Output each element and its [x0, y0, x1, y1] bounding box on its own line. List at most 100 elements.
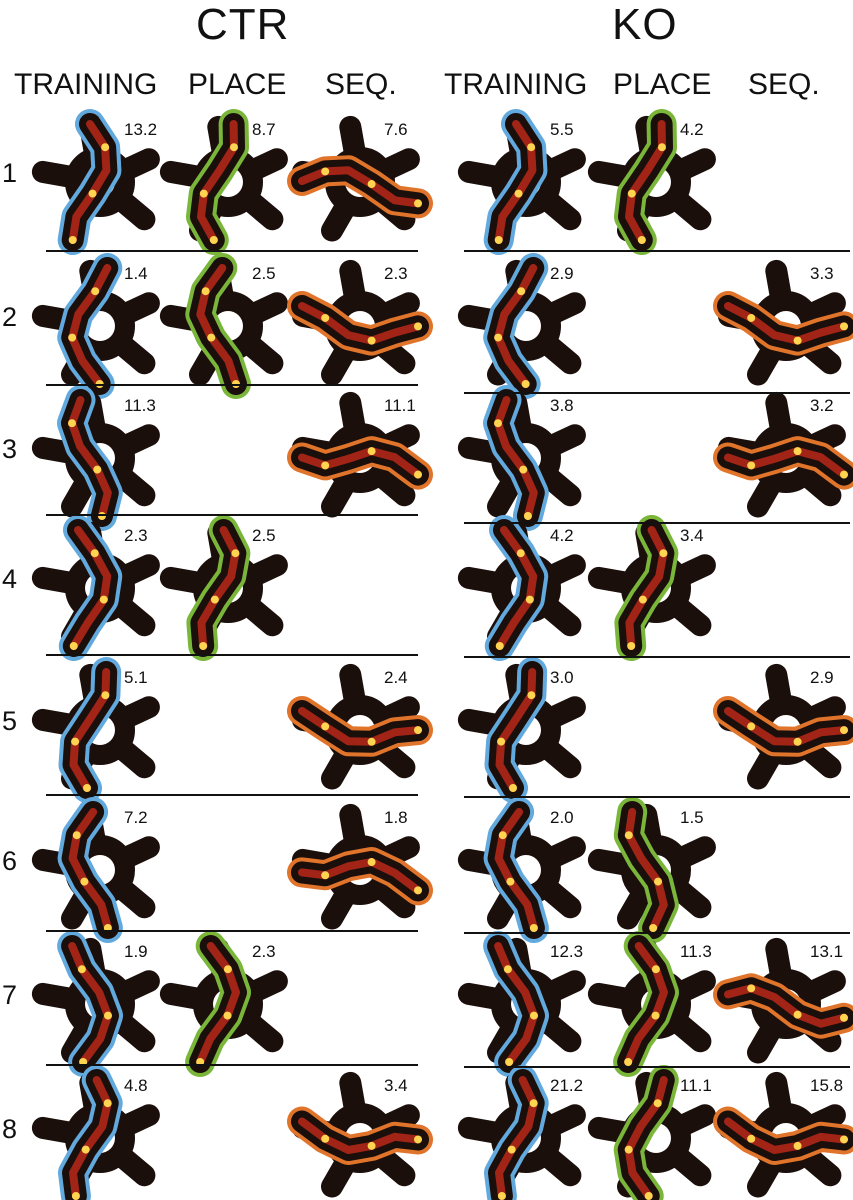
value-ko-place: 11.1: [680, 1076, 712, 1095]
activity-hotspot: [527, 143, 536, 152]
activity-hotspot: [840, 322, 848, 331]
activity-hotspot: [367, 336, 376, 345]
activity-hotspot: [199, 189, 208, 198]
activity-hotspot: [840, 1013, 848, 1022]
value-ko-place: 4.2: [680, 120, 704, 139]
activity-hotspot: [659, 549, 668, 558]
maze-cell-ko-seq-row-7: 13.1: [713, 934, 853, 1064]
row-divider-ko: [464, 796, 850, 798]
activity-hotspot: [793, 737, 802, 746]
maze-cell-ctr-place-row-1: 8.7: [159, 109, 300, 255]
activity-hotspot: [529, 1099, 538, 1108]
maze-cell-ctr-seq-row-6: 1.8: [287, 800, 433, 930]
value-ctr-place: 2.3: [252, 942, 276, 961]
value-ko-place: 11.3: [680, 942, 712, 961]
maze-cell-ko-training-row-3: 3.8: [457, 385, 598, 531]
activity-hotspot: [747, 984, 756, 993]
activity-hotspot: [201, 287, 210, 296]
row-divider-ctr: [46, 514, 418, 516]
maze-cell-ko-seq-row-8: 15.8: [713, 1068, 853, 1198]
value-ctr-place: 2.5: [252, 526, 276, 545]
activity-hotspot: [495, 642, 504, 650]
row-divider-ctr: [46, 384, 418, 386]
maze-cell-ko-place-row-7: 11.3: [587, 931, 728, 1077]
activity-hotspot: [503, 965, 512, 974]
row-divider-ctr: [46, 250, 418, 252]
activity-hotspot: [624, 1145, 633, 1154]
maze-cell-ctr-seq-row-5: 2.4: [287, 660, 433, 790]
activity-heatmap: [68, 808, 112, 932]
row-divider-ko: [464, 522, 850, 524]
maze-cell-ctr-training-row-6: 7.2: [31, 797, 172, 943]
maze-cell-ko-training-row-5: 3.0: [457, 657, 598, 803]
activity-hotspot: [516, 549, 525, 558]
value-ko-training: 21.2: [550, 1076, 584, 1095]
activity-hotspot: [494, 419, 503, 428]
activity-hotspot: [840, 470, 848, 479]
row-label: 3: [2, 434, 18, 464]
value-ctr-training: 2.3: [124, 526, 148, 545]
activity-hotspot: [497, 1192, 506, 1200]
row-divider-ko: [464, 250, 850, 252]
activity-heatmap: [724, 447, 848, 479]
maze-cell-ko-seq-row-5: 2.9: [713, 660, 853, 790]
activity-hotspot: [414, 886, 422, 895]
activity-hotspot: [103, 1099, 112, 1108]
maze-cell-ko-seq-row-2: 3.3: [713, 256, 853, 386]
value-ko-seq: 3.2: [810, 396, 834, 415]
maze-cell-ko-seq-row-3: 3.2: [713, 388, 853, 518]
activity-hotspot: [525, 595, 534, 604]
activity-heatmap: [298, 1117, 422, 1154]
value-ctr-seq: 2.4: [384, 668, 408, 687]
activity-hotspot: [498, 831, 507, 840]
value-ko-training: 5.5: [550, 120, 574, 139]
activity-hotspot: [507, 1145, 516, 1154]
maze-cell-ctr-training-row-7: 1.9: [31, 931, 172, 1077]
row-label: 2: [2, 302, 18, 332]
activity-hotspot: [367, 180, 376, 189]
value-ko-place: 3.4: [680, 526, 704, 545]
maze-cell-ctr-place-row-4: 2.5: [159, 515, 300, 661]
row-divider-ctr: [46, 654, 418, 656]
activity-heatmap: [298, 447, 422, 479]
activity-hotspot: [68, 236, 77, 244]
value-ko-place: 1.5: [680, 808, 704, 827]
activity-hotspot: [494, 236, 503, 244]
activity-hotspot: [101, 691, 110, 700]
maze-cell-ko-training-row-2: 2.9: [457, 253, 598, 399]
row-divider-ctr: [46, 794, 418, 796]
activity-hotspot: [644, 1192, 653, 1200]
maze-cell-ctr-training-row-1: 13.2: [31, 109, 172, 255]
activity-hotspot: [793, 1141, 802, 1150]
row-divider-ctr: [46, 930, 418, 932]
activity-hotspot: [321, 722, 330, 731]
value-ko-training: 2.9: [550, 264, 574, 283]
activity-hotspot: [414, 199, 422, 208]
activity-hotspot: [223, 1011, 232, 1020]
activity-hotspot: [71, 737, 80, 746]
value-ko-seq: 15.8: [810, 1076, 844, 1095]
activity-heatmap: [494, 396, 538, 520]
activity-hotspot: [88, 189, 97, 198]
maze-cell-ctr-training-row-8: 4.8: [31, 1065, 172, 1200]
value-ctr-seq: 7.6: [384, 120, 408, 139]
value-ctr-place: 2.5: [252, 264, 276, 283]
activity-heatmap: [68, 396, 112, 520]
activity-hotspot: [231, 549, 240, 558]
activity-heatmap: [494, 264, 538, 388]
activity-hotspot: [77, 965, 86, 974]
column-header-ko-training: TRAINING: [444, 68, 588, 101]
activity-heatmap: [495, 1076, 538, 1200]
activity-hotspot: [93, 465, 102, 474]
row-divider-ko: [464, 1066, 850, 1068]
maze-cell-ctr-seq-row-2: 2.3: [287, 256, 433, 386]
maze-cell-ko-place-row-6: 1.5: [587, 797, 728, 943]
maze-cell-ctr-training-row-2: 1.4: [31, 253, 172, 399]
activity-heatmap: [724, 302, 848, 345]
activity-heatmap: [495, 526, 538, 650]
value-ctr-training: 11.3: [124, 396, 156, 415]
value-ko-seq: 2.9: [810, 668, 834, 687]
activity-hotspot: [68, 333, 77, 342]
activity-hotspot: [747, 313, 756, 322]
value-ctr-training: 1.9: [124, 942, 148, 961]
